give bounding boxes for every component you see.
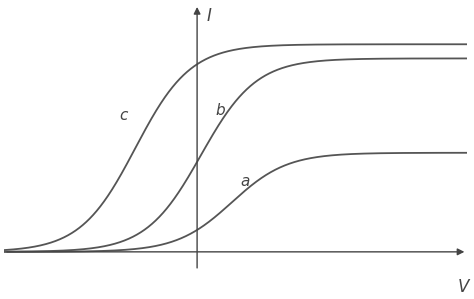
- Text: I: I: [207, 7, 211, 25]
- Text: V: V: [458, 278, 469, 296]
- Text: a: a: [241, 174, 250, 189]
- Text: b: b: [216, 103, 225, 118]
- Text: c: c: [119, 108, 128, 123]
